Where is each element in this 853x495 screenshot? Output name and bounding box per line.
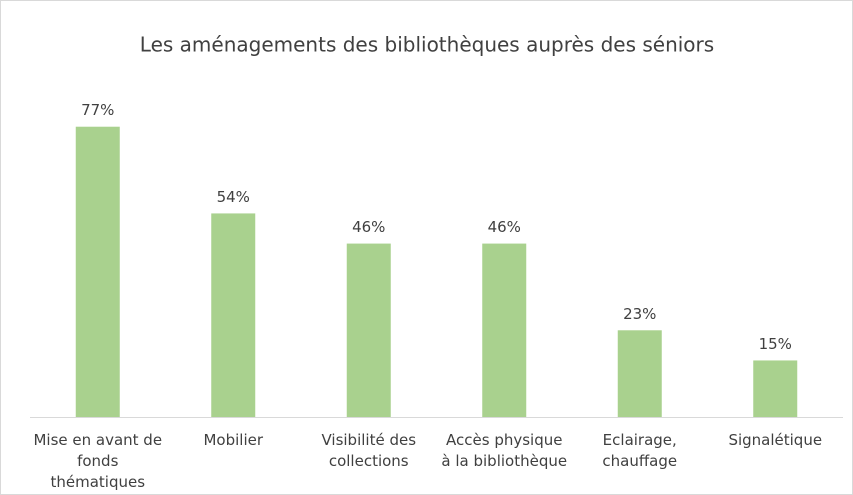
bar (617, 330, 662, 417)
data-label: 54% (217, 188, 250, 206)
x-tick-label: Accès physique à la bibliothèque (441, 431, 568, 470)
data-label: 23% (623, 305, 656, 323)
bar (753, 360, 798, 417)
data-label: 77% (81, 101, 114, 119)
chart-title: Les aménagements des bibliothèques auprè… (140, 33, 714, 57)
bar (482, 243, 527, 417)
x-tick-label: Eclairage, chauffage (602, 431, 678, 470)
x-tick-label: Signalétique (728, 431, 823, 449)
x-tick-label: Mobilier (203, 431, 264, 449)
x-tick-label: Mise en avant de fonds thématiques (33, 431, 163, 491)
bar (211, 213, 256, 417)
bar (346, 243, 391, 417)
data-label: 46% (488, 218, 521, 236)
data-label: 15% (759, 335, 792, 353)
data-label: 46% (352, 218, 385, 236)
bar (75, 126, 120, 418)
x-tick-label: Visibilité des collections (321, 431, 417, 470)
